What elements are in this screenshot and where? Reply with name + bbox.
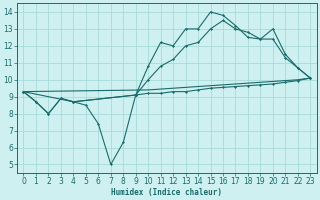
X-axis label: Humidex (Indice chaleur): Humidex (Indice chaleur) bbox=[111, 188, 222, 197]
